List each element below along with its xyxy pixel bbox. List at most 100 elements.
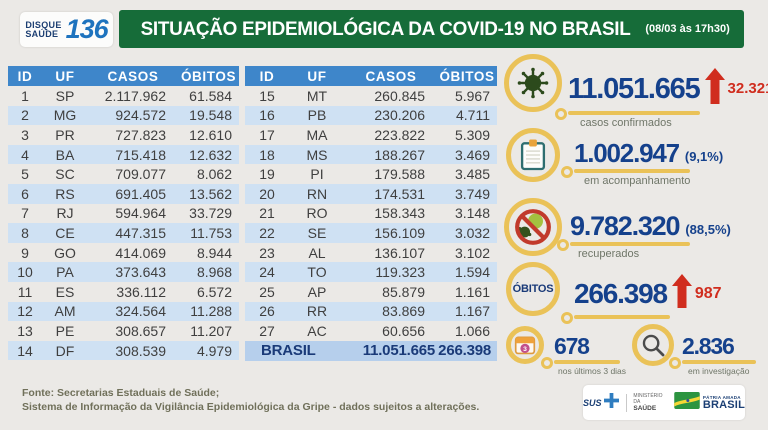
column-header-id: ID [17, 68, 33, 84]
table-cell: 1.066 [454, 322, 490, 339]
table-cell: 25 [259, 283, 275, 300]
table-cell: 61.584 [189, 87, 232, 104]
table-header: ID UF CASOS ÓBITOS [245, 66, 497, 86]
confirmed-cases-delta: 32.321 [727, 80, 768, 97]
table-cell: 156.109 [374, 224, 425, 241]
table-header: ID UF CASOS ÓBITOS [8, 66, 239, 86]
table-cell: 4.711 [456, 107, 490, 124]
table-cell: 6.572 [196, 283, 232, 300]
table-row: 23 AL 136.107 3.102 [245, 243, 497, 263]
table-cell: PE [55, 322, 75, 339]
virus-icon [504, 54, 562, 112]
table-row: 19 PI 179.588 3.485 [245, 164, 497, 184]
table-cell: 158.343 [374, 205, 425, 222]
accent-underline [561, 166, 690, 177]
table-cell: RO [306, 205, 328, 222]
source-line-1: Fonte: Secretarias Estaduais de Saúde; [22, 387, 220, 399]
table-row: 17 MA 223.822 5.309 [245, 125, 497, 145]
confirmed-cases-value: 11.051.665 [568, 72, 701, 105]
table-cell: 709.077 [115, 166, 166, 183]
table-cell: 223.822 [374, 126, 425, 143]
table-cell: 33.729 [189, 205, 232, 222]
table-cell: 924.572 [115, 107, 166, 124]
table-row: 21 RO 158.343 3.148 [245, 204, 497, 224]
table-cell: 11.753 [190, 224, 232, 241]
logo-word-2: SAÚDE [25, 28, 59, 39]
government-logo-strip: SUS MINISTÉRIO DA SAÚDE PÁTRIA AMADA BRA… [583, 385, 745, 420]
last3days-value: 678 [554, 333, 590, 359]
stat-recovered: 9.782.320 (88,5%) recuperados [504, 198, 731, 260]
brasil-total-row: BRASIL 11.051.665 266.398 [245, 340, 497, 362]
table-row: 13 PE 308.657 11.207 [8, 321, 239, 341]
table-row: 1 SP 2.117.962 61.584 [8, 86, 239, 106]
column-header-obitos: ÓBITOS [180, 68, 237, 84]
table-cell: 8.968 [196, 264, 232, 281]
accent-underline [557, 239, 690, 250]
table-cell: 60.656 [382, 322, 425, 339]
sus-logo: SUS [583, 392, 619, 413]
table-row: 8 CE 447.315 11.753 [8, 223, 239, 243]
ministry-line-1: MINISTÉRIO DA [633, 393, 663, 405]
table-cell: 3.469 [454, 146, 490, 163]
table-cell: CE [55, 224, 75, 241]
table-cell: 20 [259, 185, 275, 202]
table-cell: 3.749 [454, 185, 490, 202]
column-header-id: ID [259, 68, 275, 84]
deaths-delta: 987 [694, 284, 722, 302]
monitoring-value: 1.002.947 [574, 138, 680, 168]
table-cell: 4.979 [196, 342, 232, 359]
table-cell: 4 [21, 146, 29, 163]
table-cell: 188.267 [374, 146, 425, 163]
states-table-left: ID UF CASOS ÓBITOS 1 SP 2.117.962 61.584 2 MG… [8, 66, 239, 361]
investigation-value: 2.836 [682, 333, 735, 359]
table-cell: 13 [17, 322, 33, 339]
obitos-badge-label: ÓBITOS [512, 283, 554, 295]
brasil-government-logo: PÁTRIA AMADA BRASIL [674, 391, 745, 414]
table-cell: 3.032 [454, 224, 490, 241]
table-cell: 27 [259, 322, 275, 339]
table-row: 6 RS 691.405 13.562 [8, 183, 239, 204]
table-cell: 19 [259, 166, 275, 183]
table-cell: ES [55, 283, 75, 300]
sus-label: SUS [583, 397, 602, 408]
table-cell: 3.148 [454, 205, 490, 222]
table-row: 25 AP 85.879 1.161 [245, 282, 497, 302]
table-cell: 5.967 [454, 87, 490, 104]
table-cell: SP [55, 87, 75, 104]
table-cell: 594.964 [115, 205, 166, 222]
government-brand: BRASIL [702, 398, 745, 411]
table-cell: 8.944 [196, 244, 232, 261]
table-cell: 230.206 [374, 107, 425, 124]
table-row: 24 TO 119.323 1.594 [245, 262, 497, 282]
table-row: 27 AC 60.656 1.066 [245, 321, 497, 341]
table-cell: RN [306, 185, 328, 202]
table-cell: 23 [259, 244, 275, 261]
table-cell: 13.562 [189, 185, 232, 202]
table-cell: AL [308, 244, 326, 261]
table-cell: 14 [17, 342, 33, 359]
table-cell: 336.112 [116, 283, 166, 300]
column-header-uf: UF [307, 68, 327, 84]
up-arrow-icon [671, 274, 692, 313]
table-cell: 11.207 [190, 322, 232, 339]
table-cell: 715.418 [115, 146, 166, 163]
column-header-casos: CASOS [107, 68, 159, 84]
table-cell: 691.405 [115, 185, 166, 202]
table-cell: PA [56, 264, 74, 281]
investigation-label: em investigação [688, 365, 750, 376]
page-title: SITUAÇÃO EPIDEMIOLÓGICA DA COVID-19 NO B… [140, 17, 631, 40]
table-cell: PB [307, 107, 327, 124]
table-cell: 308.539 [115, 342, 166, 359]
brasil-flag-icon [674, 391, 700, 414]
logo-word-1: DISQUE [25, 19, 62, 30]
states-table-right: ID UF CASOS ÓBITOS 15 MT 260.845 5.967 16 PB 2… [245, 66, 497, 362]
table-cell: MS [306, 146, 328, 163]
table-body: 1 SP 2.117.962 61.584 2 MG 924.572 19.548 3 PR 727… [8, 86, 239, 361]
table-cell: 1.594 [454, 264, 490, 281]
magnifier-icon [632, 324, 674, 366]
recovered-value: 9.782.320 [570, 211, 681, 241]
table-cell: 12 [17, 303, 33, 320]
table-cell: MA [306, 126, 328, 143]
accent-underline [541, 357, 620, 368]
table-cell: RJ [56, 205, 74, 222]
